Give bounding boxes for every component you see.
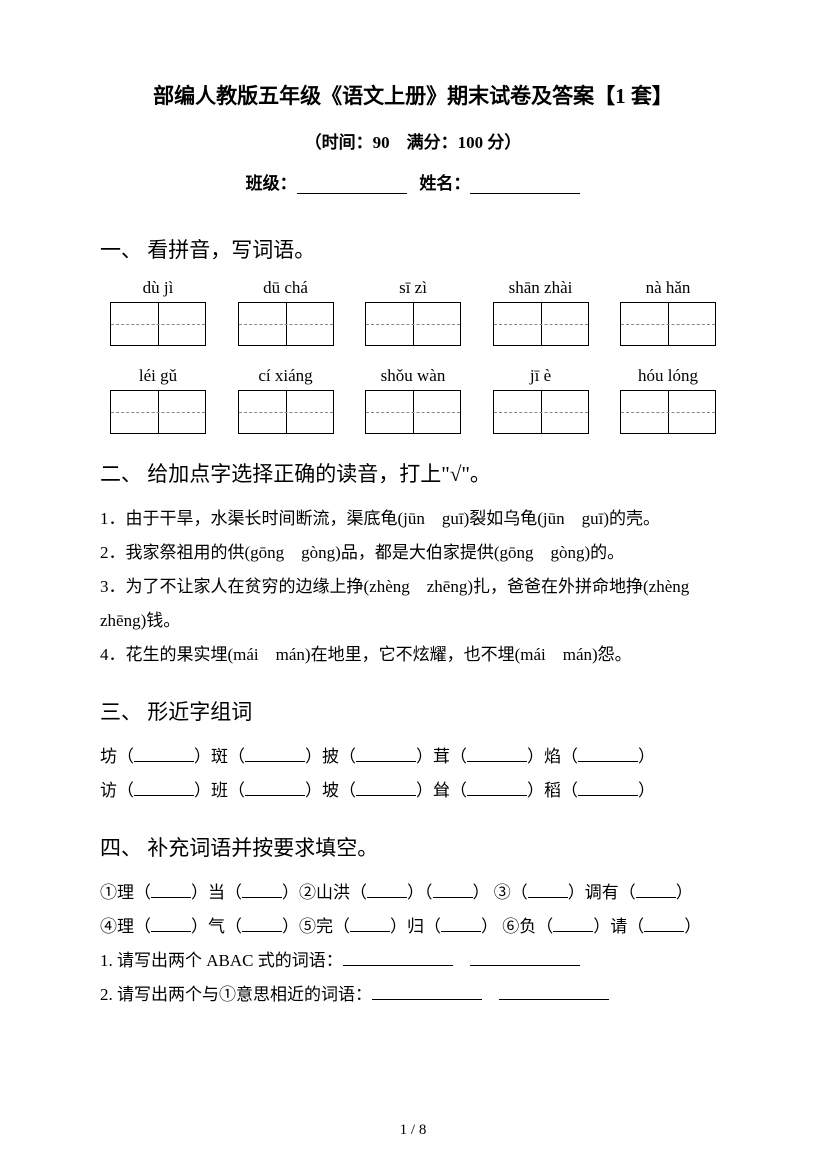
fill-blank[interactable] (636, 884, 676, 898)
exam-title: 部编人教版五年级《语文上册》期末试卷及答案【1 套】 (100, 80, 726, 110)
pinyin-label: jī è (493, 366, 589, 386)
pinyin-label: shān zhài (493, 278, 589, 298)
section3-heading: 三、 形近字组词 (100, 696, 726, 726)
fill-blank[interactable] (553, 918, 593, 932)
char-box[interactable] (238, 390, 334, 434)
fill-blank[interactable] (134, 782, 194, 796)
fill-blank[interactable] (644, 918, 684, 932)
fill-blank[interactable] (350, 918, 390, 932)
section2-item: 1．由于干旱，水渠长时间断流，渠底龟(jūn guī)裂如乌龟(jūn guī)… (100, 502, 726, 536)
exam-subtitle: （时间：90 满分：100 分） (100, 128, 726, 153)
section3-row-1: 坊（）斑（）披（）茸（）焰（） (100, 740, 726, 774)
section2-item: 4．花生的果实埋(mái mán)在地里，它不炫耀，也不埋(mái mán)怨。 (100, 638, 726, 672)
section3-row-2: 访（）班（）坡（）耸（）稻（） (100, 774, 726, 808)
char-box[interactable] (365, 302, 461, 346)
char-box[interactable] (110, 302, 206, 346)
char-box-row-1 (100, 302, 726, 346)
pinyin-label: dù jì (110, 278, 206, 298)
section1-heading: 一、 看拼音，写词语。 (100, 234, 726, 264)
char-box[interactable] (238, 302, 334, 346)
fill-blank[interactable] (467, 748, 527, 762)
section4-line-2: ④理（）气（）⑤完（）归（） ⑥负（）请（） (100, 910, 726, 944)
fill-blank[interactable] (242, 884, 282, 898)
class-blank[interactable] (297, 178, 407, 194)
fill-blank[interactable] (356, 782, 416, 796)
fill-blank[interactable] (134, 748, 194, 762)
fill-blank[interactable] (578, 782, 638, 796)
student-info-line: 班级： 姓名： (100, 169, 726, 194)
pinyin-label: nà hǎn (620, 278, 716, 298)
fill-blank[interactable] (343, 952, 453, 966)
char-box[interactable] (493, 302, 589, 346)
pinyin-label: hóu lóng (620, 366, 716, 386)
fill-blank[interactable] (470, 952, 580, 966)
fill-blank[interactable] (151, 884, 191, 898)
fill-blank[interactable] (242, 918, 282, 932)
section2-heading: 二、 给加点字选择正确的读音，打上"√"。 (100, 458, 726, 488)
fill-blank[interactable] (467, 782, 527, 796)
section2-item: 3．为了不让家人在贫穷的边缘上挣(zhèng zhēng)扎，爸爸在外拼命地挣(… (100, 570, 726, 638)
pinyin-label: cí xiáng (238, 366, 334, 386)
class-label: 班级： (246, 174, 297, 193)
fill-blank[interactable] (372, 986, 482, 1000)
fill-blank[interactable] (433, 884, 473, 898)
page-number: 1 / 8 (0, 1122, 826, 1139)
pinyin-label: dū chá (238, 278, 334, 298)
name-blank[interactable] (470, 178, 580, 194)
fill-blank[interactable] (151, 918, 191, 932)
fill-blank[interactable] (441, 918, 481, 932)
char-box-row-2 (100, 390, 726, 434)
section4-heading: 四、 补充词语并按要求填空。 (100, 832, 726, 862)
fill-blank[interactable] (578, 748, 638, 762)
name-label: 姓名： (419, 174, 470, 193)
pinyin-label: léi gǔ (110, 366, 206, 386)
section4-q1: 1. 请写出两个 ABAC 式的词语： (100, 944, 726, 978)
fill-blank[interactable] (499, 986, 609, 1000)
char-box[interactable] (493, 390, 589, 434)
fill-blank[interactable] (367, 884, 407, 898)
section4-q2: 2. 请写出两个与①意思相近的词语： (100, 978, 726, 1012)
section2-item: 2．我家祭祖用的供(gōng gòng)品，都是大伯家提供(gōng gòng)… (100, 536, 726, 570)
fill-blank[interactable] (356, 748, 416, 762)
char-box[interactable] (620, 302, 716, 346)
fill-blank[interactable] (245, 782, 305, 796)
pinyin-row-1: dù jì dū chá sī zì shān zhài nà hǎn (100, 278, 726, 298)
fill-blank[interactable] (245, 748, 305, 762)
char-box[interactable] (110, 390, 206, 434)
pinyin-row-2: léi gǔ cí xiáng shǒu wàn jī è hóu lóng (100, 366, 726, 386)
char-box[interactable] (620, 390, 716, 434)
pinyin-label: sī zì (365, 278, 461, 298)
pinyin-label: shǒu wàn (365, 366, 461, 386)
section4-line-1: ①理（）当（）②山洪（）（） ③（）调有（） (100, 876, 726, 910)
char-box[interactable] (365, 390, 461, 434)
fill-blank[interactable] (528, 884, 568, 898)
